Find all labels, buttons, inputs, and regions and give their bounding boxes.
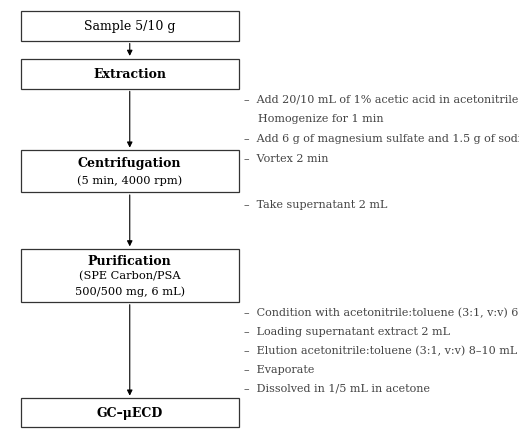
Text: Purification: Purification (88, 254, 172, 268)
Text: GC–μECD: GC–μECD (97, 406, 163, 419)
Text: Centrifugation: Centrifugation (78, 157, 182, 170)
Text: (5 min, 4000 rpm): (5 min, 4000 rpm) (77, 175, 182, 186)
FancyBboxPatch shape (21, 250, 239, 302)
Text: (SPE Carbon/PSA: (SPE Carbon/PSA (79, 271, 181, 281)
Text: –  Condition with acetonitrile:toluene (3:1, v:v) 6 mL: – Condition with acetonitrile:toluene (3… (244, 307, 519, 318)
Text: Sample 5/10 g: Sample 5/10 g (84, 20, 175, 33)
FancyBboxPatch shape (21, 151, 239, 193)
Text: Homogenize for 1 min: Homogenize for 1 min (244, 114, 384, 124)
Text: –  Dissolved in 1/5 mL in acetone: – Dissolved in 1/5 mL in acetone (244, 383, 430, 393)
Text: 500/500 mg, 6 mL): 500/500 mg, 6 mL) (75, 286, 185, 296)
Text: –  Elution acetonitrile:toluene (3:1, v:v) 8–10 mL: – Elution acetonitrile:toluene (3:1, v:v… (244, 345, 517, 356)
Text: –  Add 6 g of magnesium sulfate and 1.5 g of sodium acetate: – Add 6 g of magnesium sulfate and 1.5 g… (244, 134, 519, 144)
Text: –  Evaporate: – Evaporate (244, 364, 315, 374)
FancyBboxPatch shape (21, 12, 239, 42)
Text: –  Take supernatant 2 mL: – Take supernatant 2 mL (244, 199, 387, 209)
Text: –  Add 20/10 mL of 1% acetic acid in acetonitrile and: – Add 20/10 mL of 1% acetic acid in acet… (244, 94, 519, 104)
Text: –  Loading supernatant extract 2 mL: – Loading supernatant extract 2 mL (244, 326, 450, 336)
FancyBboxPatch shape (21, 399, 239, 427)
Text: Extraction: Extraction (93, 68, 166, 81)
Text: –  Vortex 2 min: – Vortex 2 min (244, 153, 329, 163)
FancyBboxPatch shape (21, 60, 239, 89)
